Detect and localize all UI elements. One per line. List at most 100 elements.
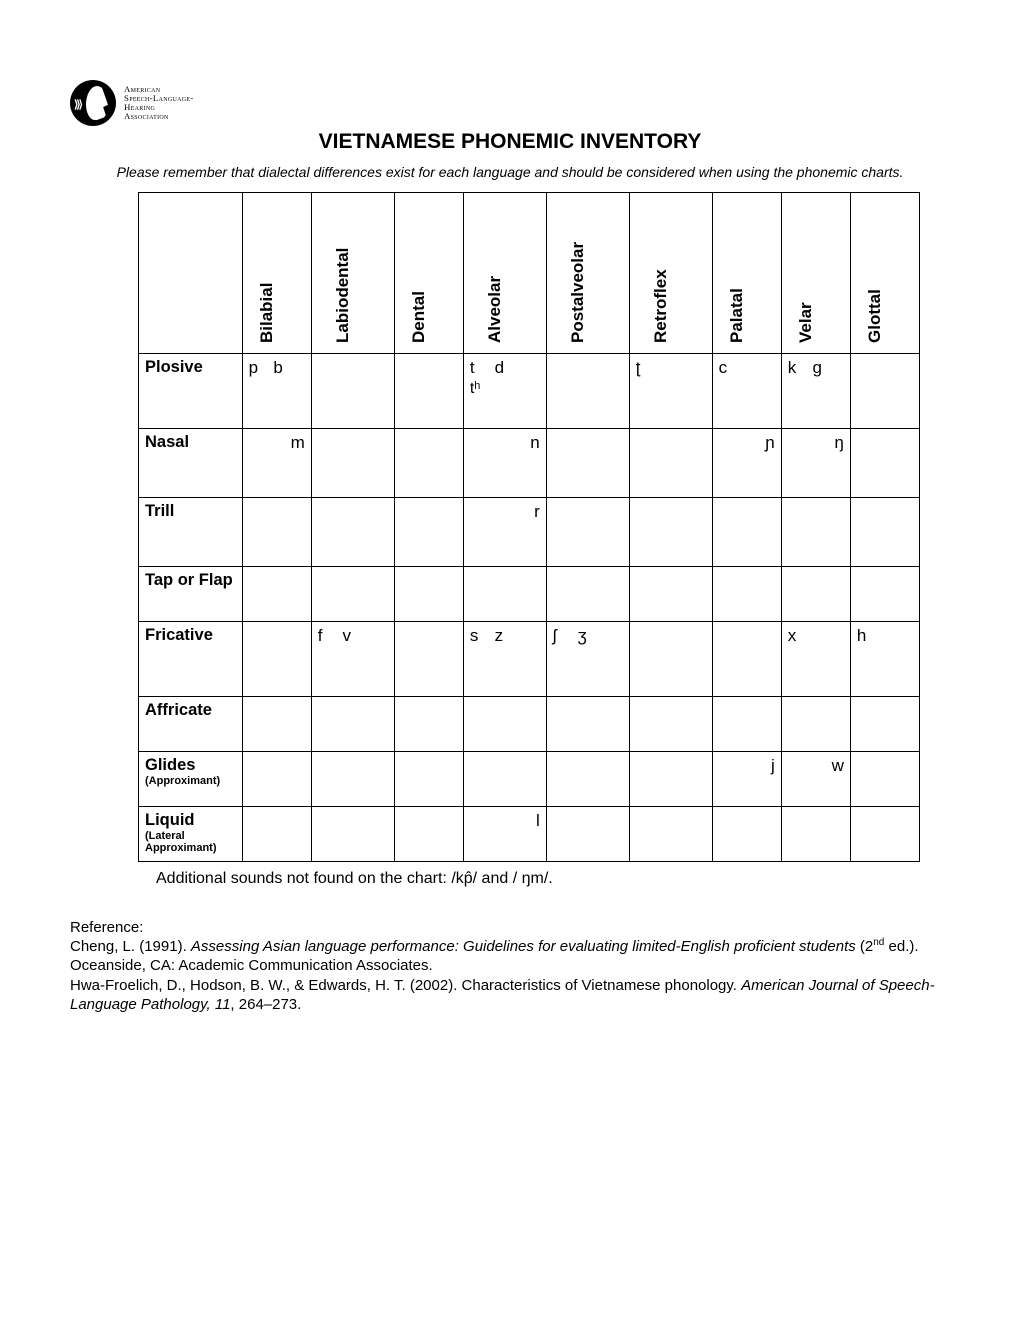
cell	[546, 567, 629, 622]
col-header: Alveolar	[463, 193, 546, 354]
col-header: Postalveolar	[546, 193, 629, 354]
table-row: Affricate	[139, 697, 920, 752]
cell	[629, 429, 712, 498]
table-row: Trill r	[139, 498, 920, 567]
header-row: Bilabial Labiodental Dental Alveolar Pos…	[139, 193, 920, 354]
cell	[850, 752, 919, 807]
cell: s z	[463, 622, 546, 697]
cell: f v	[311, 622, 394, 697]
cell	[311, 807, 394, 862]
cell: ʈ	[629, 354, 712, 429]
references: Reference: Cheng, L. (1991). Assessing A…	[70, 918, 950, 1014]
cell: n	[463, 429, 546, 498]
table-row: Fricative f v s z ʃ ʒ x h	[139, 622, 920, 697]
cell	[781, 567, 850, 622]
row-header: Plosive	[139, 354, 243, 429]
cell: x	[781, 622, 850, 697]
logo-line: Association	[124, 112, 194, 121]
cell	[546, 752, 629, 807]
cell	[394, 429, 463, 498]
col-header: Retroflex	[629, 193, 712, 354]
cell: t d tʰ	[463, 354, 546, 429]
table-body: Plosive p b t d tʰ ʈ c k g Nasal m	[139, 354, 920, 862]
cell	[546, 498, 629, 567]
cell: p b	[242, 354, 311, 429]
cell: l	[463, 807, 546, 862]
cell: c	[712, 354, 781, 429]
cell	[394, 498, 463, 567]
cell	[850, 567, 919, 622]
row-header: Tap or Flap	[139, 567, 243, 622]
cell	[629, 807, 712, 862]
table-row: Glides (Approximant) j w	[139, 752, 920, 807]
table-row: Nasal m n ɲ ŋ	[139, 429, 920, 498]
col-header: Velar	[781, 193, 850, 354]
reference-item: Cheng, L. (1991). Assessing Asian langua…	[70, 937, 950, 975]
cell	[850, 429, 919, 498]
cell	[394, 752, 463, 807]
cell	[311, 498, 394, 567]
cell	[850, 697, 919, 752]
col-header: Bilabial	[242, 193, 311, 354]
cell	[629, 622, 712, 697]
table-row: Liquid (Lateral Approximant) l	[139, 807, 920, 862]
cell	[311, 429, 394, 498]
cell	[546, 697, 629, 752]
cell	[546, 354, 629, 429]
cell	[242, 498, 311, 567]
cell	[629, 567, 712, 622]
cell	[463, 752, 546, 807]
table-row: Plosive p b t d tʰ ʈ c k g	[139, 354, 920, 429]
cell	[463, 697, 546, 752]
row-header: Nasal	[139, 429, 243, 498]
reference-item: Hwa-Froelich, D., Hodson, B. W., & Edwar…	[70, 976, 950, 1014]
cell: w	[781, 752, 850, 807]
row-header: Glides (Approximant)	[139, 752, 243, 807]
cell	[546, 807, 629, 862]
additional-note: Additional sounds not found on the chart…	[156, 870, 950, 888]
cell	[394, 567, 463, 622]
logo-mark: ⟩⟩⟩	[70, 80, 116, 126]
cell	[850, 807, 919, 862]
cell: ŋ	[781, 429, 850, 498]
cell: r	[463, 498, 546, 567]
cell: m	[242, 429, 311, 498]
col-header: Dental	[394, 193, 463, 354]
cell	[781, 697, 850, 752]
cell	[712, 567, 781, 622]
cell	[463, 567, 546, 622]
row-header: Trill	[139, 498, 243, 567]
cell	[546, 429, 629, 498]
cell	[242, 622, 311, 697]
cell	[242, 567, 311, 622]
org-logo: ⟩⟩⟩ American Speech-Language- Hearing As…	[70, 80, 950, 126]
table-row: Tap or Flap	[139, 567, 920, 622]
cell	[629, 697, 712, 752]
row-header: Fricative	[139, 622, 243, 697]
cell	[850, 354, 919, 429]
consonant-chart: Bilabial Labiodental Dental Alveolar Pos…	[138, 192, 920, 862]
cell	[394, 622, 463, 697]
col-header: Glottal	[850, 193, 919, 354]
cell: h	[850, 622, 919, 697]
cell	[712, 697, 781, 752]
row-header: Liquid (Lateral Approximant)	[139, 807, 243, 862]
cell	[394, 354, 463, 429]
row-header: Affricate	[139, 697, 243, 752]
cell	[781, 498, 850, 567]
cell: j	[712, 752, 781, 807]
consonant-table: Bilabial Labiodental Dental Alveolar Pos…	[138, 192, 920, 862]
cell: ʃ ʒ	[546, 622, 629, 697]
cell	[242, 697, 311, 752]
cell	[629, 498, 712, 567]
subtitle: Please remember that dialectal differenc…	[70, 164, 950, 180]
cell	[712, 807, 781, 862]
col-header: Labiodental	[311, 193, 394, 354]
col-header: Palatal	[712, 193, 781, 354]
references-heading: Reference:	[70, 918, 950, 937]
cell	[311, 354, 394, 429]
cell	[242, 807, 311, 862]
cell	[712, 622, 781, 697]
cell	[850, 498, 919, 567]
cell	[781, 807, 850, 862]
